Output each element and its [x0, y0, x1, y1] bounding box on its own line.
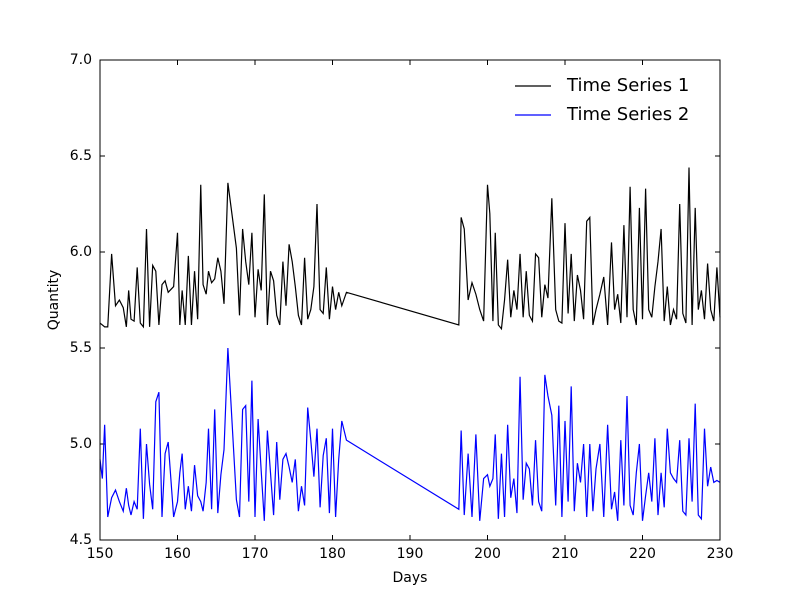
y-tick-label: 7.0 — [70, 52, 92, 68]
y-tick-label: 4.5 — [70, 532, 92, 548]
x-tick-label: 230 — [707, 546, 734, 562]
plot-frame — [99, 59, 721, 541]
y-tick-label: 6.0 — [70, 244, 92, 260]
y-tick-label: 5.0 — [70, 436, 92, 452]
y-axis-label: Quantity — [46, 270, 62, 331]
series-line — [99, 167, 721, 331]
x-tick-label: 200 — [474, 546, 501, 562]
series-line — [99, 347, 721, 521]
x-tick-label: 220 — [629, 546, 656, 562]
x-tick-label: 210 — [552, 546, 579, 562]
x-tick-label: 170 — [242, 546, 269, 562]
x-tick-label: 150 — [87, 546, 114, 562]
x-tick-label: 180 — [319, 546, 346, 562]
y-tick-label: 5.5 — [70, 340, 92, 356]
x-tick-label: 190 — [397, 546, 424, 562]
legend-label: Time Series 1 — [566, 75, 689, 96]
legend-label: Time Series 2 — [566, 104, 689, 125]
x-tick-label: 160 — [164, 546, 191, 562]
y-tick-label: 6.5 — [70, 148, 92, 164]
x-axis-label: Days — [393, 570, 428, 586]
